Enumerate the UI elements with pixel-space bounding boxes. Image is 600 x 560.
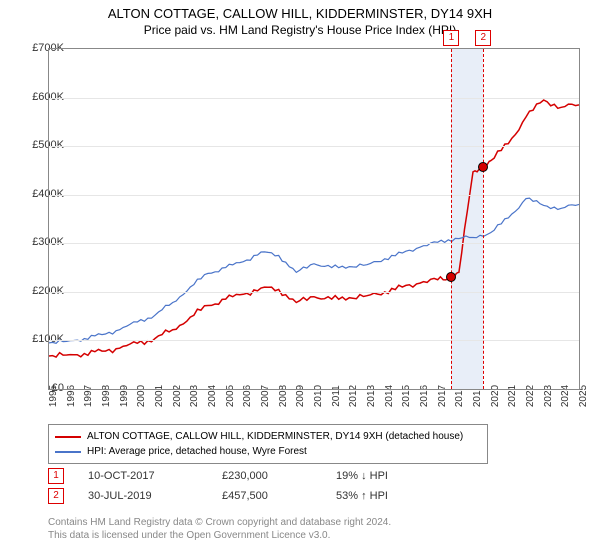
event-date: 10-OCT-2017: [88, 470, 198, 482]
marker-vline: [451, 49, 452, 389]
chart-subtitle: Price paid vs. HM Land Registry's House …: [0, 23, 600, 37]
plot-area: 12: [48, 48, 580, 390]
gridline: [49, 98, 579, 99]
event-relative: 19% ↓ HPI: [336, 470, 436, 482]
series-hpi: [49, 198, 579, 343]
sale-dot: [478, 162, 488, 172]
marker-vline: [483, 49, 484, 389]
footer-line-1: Contains HM Land Registry data © Crown c…: [48, 516, 391, 529]
series-property: [49, 100, 579, 357]
event-date: 30-JUL-2019: [88, 490, 198, 502]
footer-line-2: This data is licensed under the Open Gov…: [48, 529, 391, 542]
event-row: 1 10-OCT-2017 £230,000 19% ↓ HPI: [48, 466, 436, 486]
gridline: [49, 146, 579, 147]
chart-title: ALTON COTTAGE, CALLOW HILL, KIDDERMINSTE…: [0, 6, 600, 21]
event-relative: 53% ↑ HPI: [336, 490, 436, 502]
legend-row: HPI: Average price, detached house, Wyre…: [55, 444, 481, 459]
gridline: [49, 195, 579, 196]
event-price: £230,000: [222, 470, 312, 482]
line-svg: [49, 49, 579, 389]
title-block: ALTON COTTAGE, CALLOW HILL, KIDDERMINSTE…: [0, 0, 600, 37]
sale-dot: [446, 272, 456, 282]
footer: Contains HM Land Registry data © Crown c…: [48, 516, 391, 542]
gridline: [49, 243, 579, 244]
events-table: 1 10-OCT-2017 £230,000 19% ↓ HPI 2 30-JUL-201…: [48, 466, 436, 506]
legend-swatch: [55, 451, 81, 453]
event-id-box: 2: [48, 488, 64, 504]
legend: ALTON COTTAGE, CALLOW HILL, KIDDERMINSTE…: [48, 424, 488, 464]
event-price: £457,500: [222, 490, 312, 502]
gridline: [49, 292, 579, 293]
chart-container: ALTON COTTAGE, CALLOW HILL, KIDDERMINSTE…: [0, 0, 600, 560]
legend-label: HPI: Average price, detached house, Wyre…: [87, 446, 307, 457]
marker-label: 2: [475, 30, 491, 46]
event-id-box: 1: [48, 468, 64, 484]
legend-swatch: [55, 436, 81, 438]
marker-label: 1: [443, 30, 459, 46]
gridline: [49, 340, 579, 341]
legend-label: ALTON COTTAGE, CALLOW HILL, KIDDERMINSTE…: [87, 431, 463, 442]
legend-row: ALTON COTTAGE, CALLOW HILL, KIDDERMINSTE…: [55, 429, 481, 444]
event-row: 2 30-JUL-2019 £457,500 53% ↑ HPI: [48, 486, 436, 506]
